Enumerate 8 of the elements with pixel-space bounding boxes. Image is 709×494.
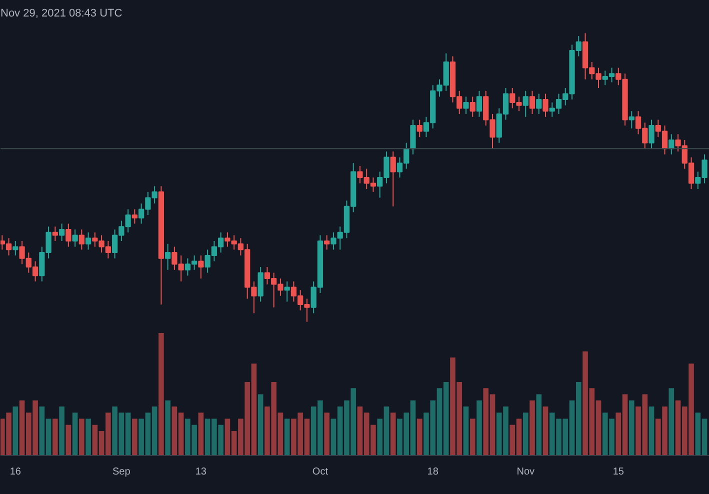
x-tick-label: Sep xyxy=(112,466,131,478)
x-tick-label: Nov xyxy=(516,466,535,478)
x-tick-label: 16 xyxy=(10,466,22,478)
x-tick-label: 18 xyxy=(427,466,439,478)
x-tick-label: Oct xyxy=(312,466,328,478)
x-tick-label: 13 xyxy=(195,466,207,478)
x-tick-label: 15 xyxy=(612,466,624,478)
chart-title: Nov 29, 2021 08:43 UTC xyxy=(0,8,122,20)
